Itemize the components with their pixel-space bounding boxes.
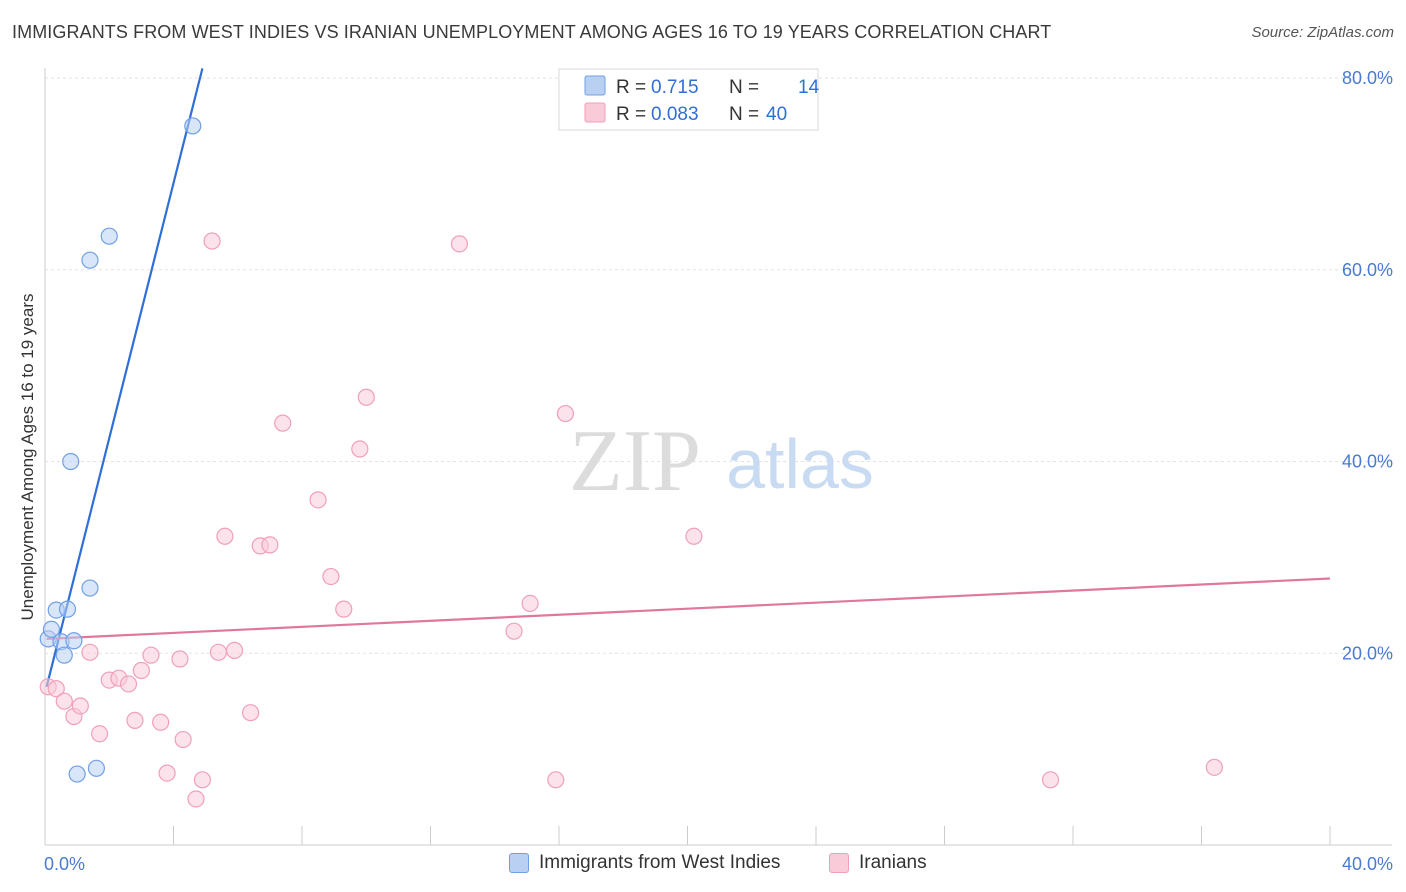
- point-iranians-33: [505, 622, 523, 640]
- tick-labels: 20.0% 40.0% 60.0% 80.0% 0.0% 40.0%: [44, 68, 1393, 874]
- point-iranians-22: [225, 641, 244, 659]
- x-tick-label-max: 40.0%: [1342, 854, 1393, 874]
- legend-r-label-1: R =: [616, 77, 646, 98]
- stats-legend: R = 0.715 N = 14 R = 0.083 N = 40: [558, 68, 820, 131]
- point-iranians-20: [209, 643, 228, 661]
- watermark-atlas: atlas: [726, 425, 874, 503]
- point-iranians-6: [91, 725, 109, 743]
- trend-line-iranians: [46, 577, 1331, 640]
- source-credit: Source: ZipAtlas.com: [1251, 24, 1394, 41]
- point-iranians-5: [81, 643, 99, 661]
- legend-swatch-blue: [509, 853, 529, 873]
- point-west-indies-9: [81, 579, 99, 597]
- gridlines: [45, 77, 1392, 654]
- point-iranians-14: [158, 764, 176, 782]
- series-legend: Immigrants from West Indies Iranians: [0, 852, 1406, 878]
- point-iranians-2: [55, 692, 73, 710]
- point-iranians-27: [309, 491, 327, 509]
- chart-title: IMMIGRANTS FROM WEST INDIES VS IRANIAN U…: [12, 22, 1052, 42]
- data-points: [39, 117, 1223, 808]
- point-iranians-18: [193, 771, 212, 789]
- point-iranians-16: [174, 730, 192, 749]
- point-west-indies-8: [68, 765, 86, 783]
- point-iranians-17: [187, 790, 205, 808]
- legend-r-value-1: 0.715: [651, 77, 699, 98]
- point-west-indies-6: [62, 452, 80, 471]
- point-iranians-38: [1041, 771, 1060, 789]
- point-iranians-25: [261, 536, 279, 554]
- legend-item-west-indies: Immigrants from West Indies: [509, 852, 780, 874]
- point-iranians-21: [216, 527, 234, 545]
- point-west-indies-12: [100, 227, 118, 245]
- legend-swatch-west-indies: [584, 75, 606, 96]
- point-iranians-13: [152, 713, 170, 731]
- point-iranians-19: [203, 232, 221, 250]
- point-iranians-4: [71, 697, 89, 715]
- point-iranians-12: [142, 646, 160, 664]
- point-west-indies-10: [81, 251, 99, 269]
- legend-item-iranians: Iranians: [829, 852, 927, 874]
- point-iranians-36: [556, 404, 575, 423]
- legend-r-label-2: R =: [616, 104, 646, 125]
- point-iranians-34: [521, 594, 539, 612]
- legend-swatch-pink: [829, 853, 849, 873]
- point-west-indies-13: [184, 117, 202, 135]
- axes: [44, 68, 1392, 846]
- point-west-indies-5: [58, 600, 77, 618]
- legend-n-label-2: N =: [729, 104, 759, 125]
- point-west-indies-1: [42, 620, 61, 638]
- legend-n-label-1: N =: [729, 77, 759, 98]
- trend-line-west-indies: [45, 68, 204, 688]
- x-tick-label-min: 0.0%: [44, 854, 85, 874]
- point-iranians-37: [685, 527, 703, 545]
- point-west-indies-11: [87, 759, 106, 777]
- legend-label-iranians: Iranians: [859, 852, 927, 873]
- legend-r-value-2: 0.083: [651, 104, 699, 125]
- point-iranians-23: [242, 704, 260, 722]
- point-iranians-31: [357, 388, 375, 406]
- y-tick-label-20: 20.0%: [1342, 643, 1393, 663]
- y-tick-label-80: 80.0%: [1342, 68, 1393, 88]
- watermark: ZIP atlas: [569, 413, 874, 510]
- point-iranians-28: [322, 567, 340, 586]
- point-iranians-1: [47, 680, 65, 698]
- legend-n-value-2: 40: [766, 104, 787, 125]
- point-iranians-26: [274, 414, 292, 432]
- point-iranians-30: [351, 440, 369, 458]
- point-iranians-11: [132, 661, 150, 680]
- legend-swatch-iranians: [584, 102, 606, 123]
- legend-n-value-1: 14: [798, 77, 820, 98]
- point-iranians-39: [1205, 758, 1223, 776]
- point-iranians-32: [450, 235, 469, 253]
- point-iranians-29: [335, 600, 353, 618]
- y-tick-label-60: 60.0%: [1342, 260, 1393, 280]
- trend-lines: [45, 68, 1331, 688]
- point-west-indies-7: [65, 632, 83, 650]
- y-tick-label-40: 40.0%: [1342, 452, 1393, 472]
- point-west-indies-4: [55, 646, 73, 664]
- legend-label-west-indies: Immigrants from West Indies: [539, 852, 781, 873]
- point-iranians-9: [119, 675, 138, 693]
- point-iranians-35: [547, 771, 565, 789]
- watermark-zip: ZIP: [569, 413, 701, 510]
- point-iranians-15: [171, 650, 189, 668]
- point-iranians-10: [126, 711, 144, 729]
